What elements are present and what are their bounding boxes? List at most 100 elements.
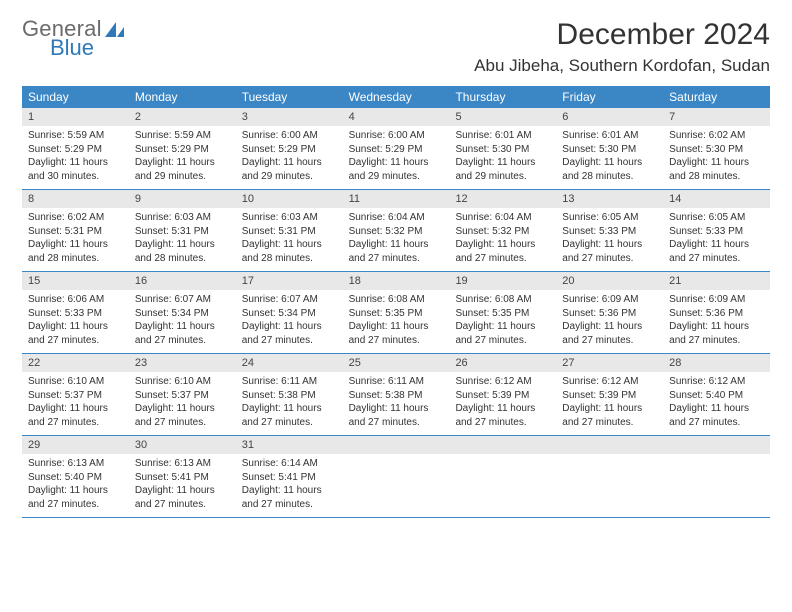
day-cell: 21Sunrise: 6:09 AMSunset: 5:36 PMDayligh… — [663, 272, 770, 353]
day-cell: 17Sunrise: 6:07 AMSunset: 5:34 PMDayligh… — [236, 272, 343, 353]
day-number: 17 — [236, 272, 343, 290]
sunset-text: Sunset: 5:31 PM — [135, 225, 230, 239]
sunset-text: Sunset: 5:29 PM — [135, 143, 230, 157]
sunrise-text: Sunrise: 6:11 AM — [349, 375, 444, 389]
day-cell: 29Sunrise: 6:13 AMSunset: 5:40 PMDayligh… — [22, 436, 129, 517]
sunrise-text: Sunrise: 6:05 AM — [669, 211, 764, 225]
day-body: Sunrise: 6:01 AMSunset: 5:30 PMDaylight:… — [449, 126, 556, 189]
day-body: Sunrise: 6:10 AMSunset: 5:37 PMDaylight:… — [22, 372, 129, 435]
daylight-text: Daylight: 11 hours — [349, 402, 444, 416]
title-block: December 2024 Abu Jibeha, Southern Kordo… — [474, 18, 770, 76]
day-number: 7 — [663, 108, 770, 126]
day-cell: 7Sunrise: 6:02 AMSunset: 5:30 PMDaylight… — [663, 108, 770, 189]
sunset-text: Sunset: 5:32 PM — [455, 225, 550, 239]
daylight-text: and 27 minutes. — [135, 334, 230, 348]
daylight-text: Daylight: 11 hours — [28, 238, 123, 252]
sunrise-text: Sunrise: 6:09 AM — [562, 293, 657, 307]
day-body: Sunrise: 6:12 AMSunset: 5:39 PMDaylight:… — [449, 372, 556, 435]
daylight-text: Daylight: 11 hours — [455, 156, 550, 170]
daylight-text: and 27 minutes. — [135, 416, 230, 430]
day-body: Sunrise: 6:07 AMSunset: 5:34 PMDaylight:… — [236, 290, 343, 353]
day-body: Sunrise: 6:13 AMSunset: 5:41 PMDaylight:… — [129, 454, 236, 517]
day-body: Sunrise: 6:08 AMSunset: 5:35 PMDaylight:… — [449, 290, 556, 353]
sunrise-text: Sunrise: 6:12 AM — [562, 375, 657, 389]
daylight-text: Daylight: 11 hours — [669, 156, 764, 170]
sunset-text: Sunset: 5:35 PM — [455, 307, 550, 321]
day-number: 29 — [22, 436, 129, 454]
day-number — [343, 436, 450, 454]
sunset-text: Sunset: 5:29 PM — [349, 143, 444, 157]
logo-word2: Blue — [50, 37, 126, 59]
daylight-text: and 29 minutes. — [349, 170, 444, 184]
day-number: 27 — [556, 354, 663, 372]
day-body: Sunrise: 6:13 AMSunset: 5:40 PMDaylight:… — [22, 454, 129, 517]
day-cell: 28Sunrise: 6:12 AMSunset: 5:40 PMDayligh… — [663, 354, 770, 435]
day-number: 30 — [129, 436, 236, 454]
calendar-page: General Blue December 2024 Abu Jibeha, S… — [0, 0, 792, 518]
sunrise-text: Sunrise: 6:01 AM — [562, 129, 657, 143]
sunrise-text: Sunrise: 6:08 AM — [455, 293, 550, 307]
sunset-text: Sunset: 5:39 PM — [455, 389, 550, 403]
day-body: Sunrise: 6:08 AMSunset: 5:35 PMDaylight:… — [343, 290, 450, 353]
daylight-text: Daylight: 11 hours — [242, 238, 337, 252]
sunset-text: Sunset: 5:32 PM — [349, 225, 444, 239]
daylight-text: and 27 minutes. — [28, 498, 123, 512]
daylight-text: Daylight: 11 hours — [455, 238, 550, 252]
sunrise-text: Sunrise: 6:13 AM — [28, 457, 123, 471]
day-body: Sunrise: 5:59 AMSunset: 5:29 PMDaylight:… — [22, 126, 129, 189]
week-row: 22Sunrise: 6:10 AMSunset: 5:37 PMDayligh… — [22, 354, 770, 436]
daylight-text: and 30 minutes. — [28, 170, 123, 184]
daylight-text: and 27 minutes. — [455, 334, 550, 348]
daylight-text: Daylight: 11 hours — [242, 402, 337, 416]
daylight-text: Daylight: 11 hours — [562, 156, 657, 170]
day-cell: 26Sunrise: 6:12 AMSunset: 5:39 PMDayligh… — [449, 354, 556, 435]
day-number: 19 — [449, 272, 556, 290]
day-number: 1 — [22, 108, 129, 126]
month-title: December 2024 — [474, 18, 770, 52]
daylight-text: and 27 minutes. — [349, 252, 444, 266]
daylight-text: Daylight: 11 hours — [135, 320, 230, 334]
sunrise-text: Sunrise: 6:06 AM — [28, 293, 123, 307]
week-row: 8Sunrise: 6:02 AMSunset: 5:31 PMDaylight… — [22, 190, 770, 272]
sunset-text: Sunset: 5:37 PM — [28, 389, 123, 403]
weekday-header: Sunday — [22, 86, 129, 108]
day-number: 4 — [343, 108, 450, 126]
day-cell: 12Sunrise: 6:04 AMSunset: 5:32 PMDayligh… — [449, 190, 556, 271]
day-cell — [663, 436, 770, 517]
daylight-text: and 28 minutes. — [28, 252, 123, 266]
daylight-text: Daylight: 11 hours — [28, 484, 123, 498]
sunrise-text: Sunrise: 6:03 AM — [242, 211, 337, 225]
sunset-text: Sunset: 5:38 PM — [242, 389, 337, 403]
weekday-header: Monday — [129, 86, 236, 108]
sunrise-text: Sunrise: 6:03 AM — [135, 211, 230, 225]
daylight-text: and 27 minutes. — [562, 334, 657, 348]
daylight-text: Daylight: 11 hours — [242, 320, 337, 334]
sunrise-text: Sunrise: 6:08 AM — [349, 293, 444, 307]
sunset-text: Sunset: 5:34 PM — [242, 307, 337, 321]
day-number: 16 — [129, 272, 236, 290]
weeks-container: 1Sunrise: 5:59 AMSunset: 5:29 PMDaylight… — [22, 108, 770, 518]
day-body: Sunrise: 6:05 AMSunset: 5:33 PMDaylight:… — [556, 208, 663, 271]
daylight-text: Daylight: 11 hours — [455, 320, 550, 334]
daylight-text: Daylight: 11 hours — [455, 402, 550, 416]
sunrise-text: Sunrise: 6:14 AM — [242, 457, 337, 471]
day-body: Sunrise: 6:11 AMSunset: 5:38 PMDaylight:… — [236, 372, 343, 435]
sunset-text: Sunset: 5:40 PM — [28, 471, 123, 485]
day-number: 3 — [236, 108, 343, 126]
daylight-text: and 27 minutes. — [349, 416, 444, 430]
day-body: Sunrise: 6:02 AMSunset: 5:30 PMDaylight:… — [663, 126, 770, 189]
week-row: 29Sunrise: 6:13 AMSunset: 5:40 PMDayligh… — [22, 436, 770, 518]
day-cell: 3Sunrise: 6:00 AMSunset: 5:29 PMDaylight… — [236, 108, 343, 189]
day-number: 28 — [663, 354, 770, 372]
day-cell: 14Sunrise: 6:05 AMSunset: 5:33 PMDayligh… — [663, 190, 770, 271]
day-body: Sunrise: 6:07 AMSunset: 5:34 PMDaylight:… — [129, 290, 236, 353]
sunset-text: Sunset: 5:35 PM — [349, 307, 444, 321]
sunrise-text: Sunrise: 6:04 AM — [349, 211, 444, 225]
day-cell: 1Sunrise: 5:59 AMSunset: 5:29 PMDaylight… — [22, 108, 129, 189]
week-row: 1Sunrise: 5:59 AMSunset: 5:29 PMDaylight… — [22, 108, 770, 190]
sunrise-text: Sunrise: 6:00 AM — [349, 129, 444, 143]
day-cell: 31Sunrise: 6:14 AMSunset: 5:41 PMDayligh… — [236, 436, 343, 517]
day-body: Sunrise: 6:05 AMSunset: 5:33 PMDaylight:… — [663, 208, 770, 271]
daylight-text: Daylight: 11 hours — [28, 402, 123, 416]
weekday-header: Wednesday — [343, 86, 450, 108]
